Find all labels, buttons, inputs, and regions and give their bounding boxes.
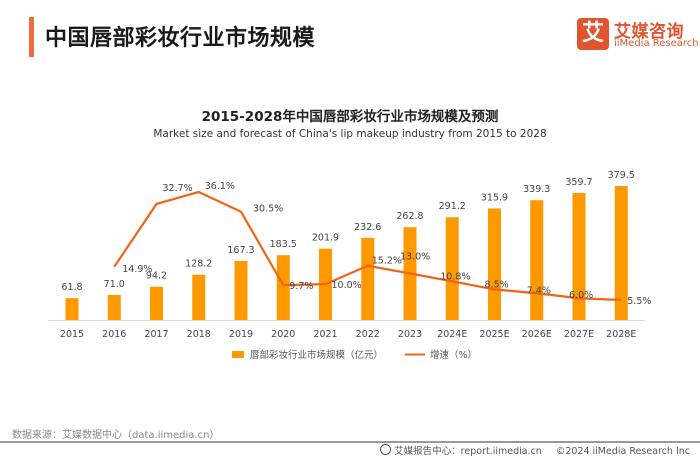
x-tick-label: 2016: [102, 329, 126, 340]
legend-bar-swatch: [232, 351, 244, 358]
page-title: 中国唇部彩妆行业市场规模: [45, 26, 316, 51]
growth-rate-label: 8.5%: [485, 279, 509, 290]
growth-rate-label: 10.8%: [440, 271, 470, 282]
growth-rate-label: 6.0%: [569, 290, 593, 301]
growth-rate-label: 5.5%: [627, 296, 651, 307]
globe-icon: [380, 444, 392, 455]
legend: 唇部彩妆行业市场规模（亿元） 增速（%）: [232, 349, 477, 361]
bar-value-label: 183.5: [270, 239, 297, 250]
logo-cn-text: 艾媒咨询: [614, 22, 684, 42]
bar-value-label: 379.5: [608, 170, 635, 181]
growth-rate-label: 9.7%: [289, 281, 313, 292]
bar-2016: [107, 294, 121, 320]
bar-value-label: 339.3: [523, 184, 550, 195]
bar-value-label: 61.8: [61, 282, 82, 293]
bar-value-label: 94.2: [146, 271, 167, 282]
bar-series: [65, 186, 628, 320]
legend-line-label: 增速（%）: [430, 349, 477, 361]
bar-2027E: [572, 192, 586, 320]
x-tick-label: 2018: [187, 329, 211, 340]
bar-2018: [192, 274, 206, 320]
growth-rate-line: [113, 190, 622, 302]
bar-value-label: 201.9: [312, 233, 339, 244]
growth-rate-label: 15.2%: [372, 256, 402, 267]
copyright-text: ©2024 iiMedia Research Inc: [555, 446, 690, 457]
x-tick-label: 2027E: [564, 329, 594, 340]
x-tick-label: 2020: [271, 329, 295, 340]
legend-bar-label: 唇部彩妆行业市场规模（亿元）: [250, 349, 383, 361]
bar-value-labels: 61.8 71.0 94.2 128.2 167.3 183.5 201.9 232.6 262…: [61, 170, 634, 293]
footer-divider: [0, 441, 700, 443]
growth-rate-label: 14.9%: [122, 264, 152, 275]
bar-2019: [234, 260, 248, 320]
bar-2026E: [530, 200, 544, 320]
growth-rate-label: 32.7%: [163, 183, 193, 194]
brand-logo: 艾 艾媒咨询 iiMedia Research: [577, 18, 699, 54]
data-source: 数据来源：艾媒数据中心（data.iimedia.cn）: [12, 430, 220, 441]
x-tick-label: 2015: [60, 329, 84, 340]
growth-rate-label: 36.1%: [205, 181, 235, 192]
x-tick-label: 2023: [398, 329, 422, 340]
bar-value-label: 71.0: [104, 279, 125, 290]
logo-en-text: iiMedia Research: [614, 38, 699, 49]
bar-value-label: 262.8: [396, 211, 423, 222]
x-tick-label: 2025E: [479, 329, 509, 340]
growth-rate-label: 30.5%: [253, 204, 283, 215]
bar-2024E: [445, 217, 459, 320]
x-tick-label: 2022: [356, 329, 380, 340]
bar-2020: [276, 255, 290, 320]
bar-2025E: [488, 208, 501, 320]
x-tick-labels: 2015 2016 2017 2018 2019 2020 2021 2022 2023 2024…: [60, 329, 636, 340]
bar-2015: [65, 298, 79, 320]
growth-rate-label: 10.0%: [332, 280, 362, 291]
x-tick-label: 2024E: [437, 329, 467, 340]
growth-rate-label: 7.4%: [527, 285, 551, 296]
bar-value-label: 167.3: [227, 245, 254, 256]
growth-rate-labels: 14.9% 32.7% 36.1% 30.5% 9.7% 10.0% 15.2%13.0% 1…: [122, 181, 651, 307]
x-tick-label: 2017: [144, 329, 168, 340]
bar-value-label: 232.6: [354, 222, 381, 233]
report-center-link[interactable]: 艾媒报告中心：report.iimedia.cn: [394, 446, 542, 457]
x-tick-label: 2019: [229, 329, 253, 340]
bar-value-label: 128.2: [185, 259, 212, 270]
bar-2028E: [614, 186, 628, 320]
bar-value-label: 359.7: [565, 177, 592, 188]
chart-title: 2015-2028年中国唇部彩妆行业市场规模及预测: [201, 109, 499, 125]
bar-value-label: 315.9: [481, 192, 508, 203]
logo-icon: 艾: [577, 18, 609, 50]
bar-2017: [150, 286, 163, 320]
x-tick-label: 2021: [313, 329, 337, 340]
chart-subtitle: Market size and forecast of China's lip …: [153, 128, 547, 140]
bar-value-label: 291.2: [439, 201, 466, 212]
x-tick-label: 2026E: [522, 329, 552, 340]
title-accent-bar: [29, 17, 34, 57]
bar-2022: [361, 237, 375, 320]
x-tick-label: 2028E: [606, 329, 636, 340]
growth-rate-label: 13.0%: [400, 252, 430, 263]
